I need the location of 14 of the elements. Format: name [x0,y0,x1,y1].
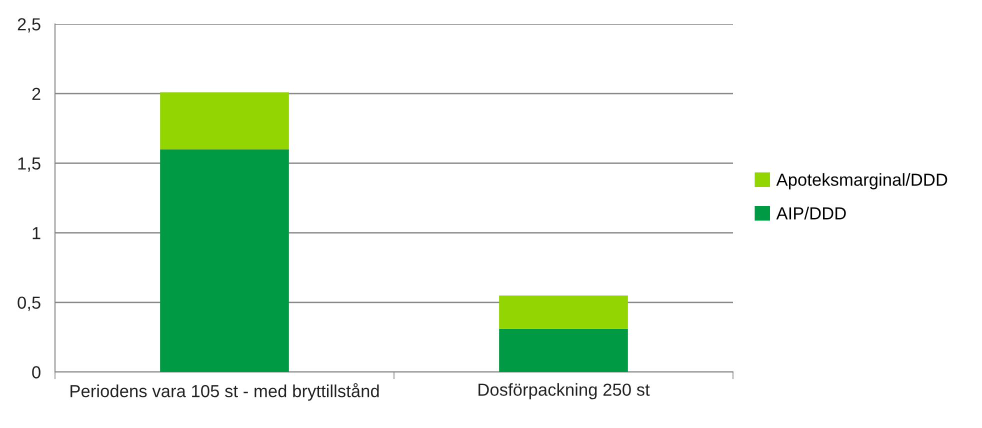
y-tick-label: 1 [32,227,40,240]
x-tick-label: Dosförpackning 250 st [478,383,650,400]
bar [499,328,628,372]
legend-label: Apoteksmarginal/DDD [776,173,948,190]
bar [499,295,628,329]
y-tick-label: 2 [32,88,40,100]
x-tick-label: Periodens vara 105 st - med bryttillstånd [70,383,379,401]
y-tick-label: 0 [32,366,40,378]
y-tick-label: 2,5 [18,18,40,33]
bar [160,149,289,372]
y-tick-label: 1,5 [18,158,40,172]
bar [160,92,289,150]
y-tick-label: 0,5 [18,296,40,311]
legend-label: AIP/DDD [776,206,846,220]
